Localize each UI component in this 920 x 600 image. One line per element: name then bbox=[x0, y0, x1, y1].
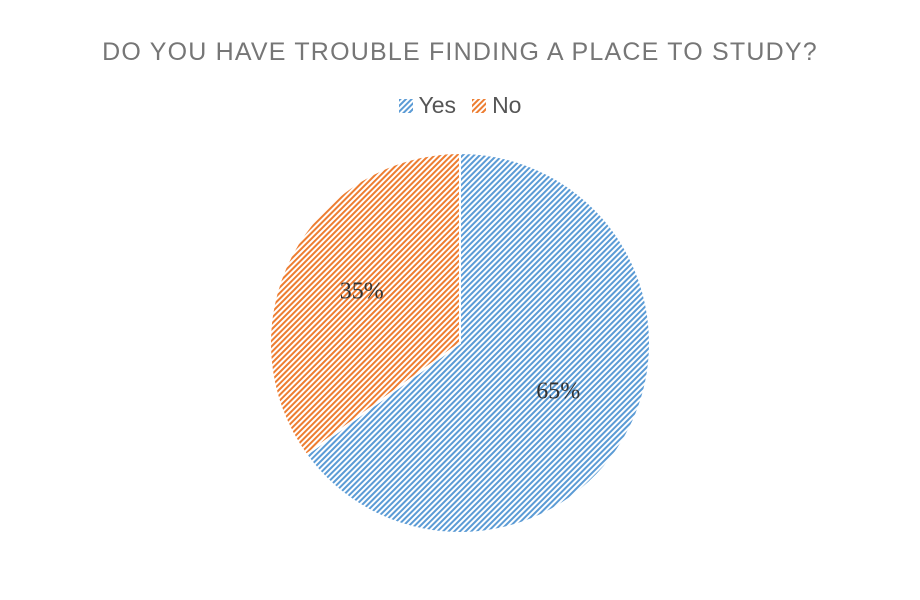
legend-label-no: No bbox=[492, 92, 522, 118]
data-label-yes: 65% bbox=[536, 379, 580, 405]
legend-swatch-no bbox=[472, 98, 487, 113]
chart-title: DO YOU HAVE TROUBLE FINDING A PLACE TO S… bbox=[102, 38, 818, 66]
legend-label-yes: Yes bbox=[418, 92, 457, 118]
data-label-no: 35% bbox=[340, 278, 384, 304]
legend: Yes No bbox=[0, 92, 920, 119]
legend-item-no: No bbox=[472, 92, 521, 119]
pie-slice-no bbox=[269, 151, 461, 457]
legend-swatch-yes bbox=[398, 98, 413, 113]
pie-slice-yes bbox=[304, 151, 651, 534]
legend-item-yes: Yes bbox=[398, 92, 457, 119]
